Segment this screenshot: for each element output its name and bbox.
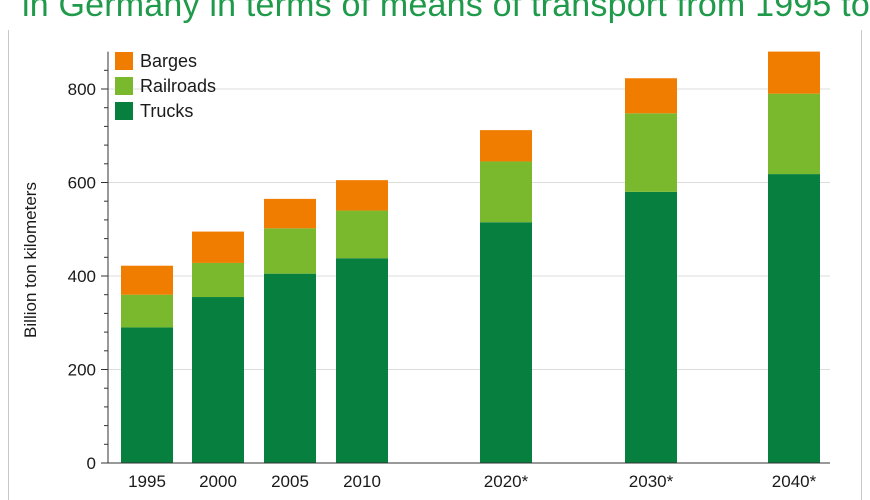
bar-segment-barges-2000 (192, 231, 244, 263)
y-tick-label: 200 (68, 361, 96, 380)
y-axis-label: Billion ton kilometers (21, 182, 40, 338)
chart-title: in Germany in terms of means of transpor… (22, 0, 870, 24)
legend-swatch-trucks (115, 102, 133, 120)
bar-segment-trucks-2010 (336, 258, 388, 463)
axes: 0 200 400 600 800 1995 2000 2005 2010 2020* 2030* 2… (68, 51, 830, 490)
y-tick-label: 600 (68, 174, 96, 193)
chart-frame (8, 30, 862, 500)
x-tick-label: 2030* (629, 472, 674, 490)
x-tick-label: 1995 (128, 472, 166, 490)
bar-segment-railroads-2005 (264, 228, 316, 274)
y-tick-label: 400 (68, 267, 96, 286)
chart-title-strip: in Germany in terms of means of transpor… (0, 0, 870, 30)
bar-segment-barges-2005 (264, 198, 316, 229)
x-tick-label: 2040* (772, 472, 817, 490)
legend-label-trucks: Trucks (140, 101, 193, 121)
bar-segment-barges-1995 (121, 265, 173, 295)
y-tick-label: 800 (68, 80, 96, 99)
legend-swatch-barges (115, 52, 133, 70)
bar-segment-barges-2010 (336, 180, 388, 211)
bars (121, 51, 820, 463)
bar-segment-railroads-2040 (768, 93, 820, 175)
bar-segment-trucks-2005 (264, 273, 316, 463)
bar-segment-barges-2020 (480, 130, 532, 162)
bar-segment-barges-2030 (625, 78, 677, 114)
legend-label-railroads: Railroads (140, 76, 216, 96)
legend: Barges Railroads Trucks (115, 51, 216, 121)
bar-segment-railroads-2000 (192, 262, 244, 298)
x-tick-label: 2000 (199, 472, 237, 490)
legend-label-barges: Barges (140, 51, 197, 71)
legend-swatch-railroads (115, 77, 133, 95)
y-tick-label: 0 (87, 454, 96, 473)
bar-segment-railroads-2030 (625, 113, 677, 192)
bar-segment-trucks-2040 (768, 174, 820, 463)
bar-segment-trucks-2030 (625, 191, 677, 463)
bar-segment-railroads-2020 (480, 161, 532, 223)
bar-segment-trucks-2000 (192, 297, 244, 463)
bar-segment-barges-2040 (768, 51, 820, 94)
bar-segment-trucks-1995 (121, 327, 173, 463)
x-tick-label: 2005 (271, 472, 309, 490)
bar-segment-railroads-2010 (336, 210, 388, 259)
x-tick-label: 2020* (484, 472, 529, 490)
bar-segment-railroads-1995 (121, 294, 173, 328)
bar-segment-trucks-2020 (480, 222, 532, 463)
x-tick-label: 2010 (343, 472, 381, 490)
